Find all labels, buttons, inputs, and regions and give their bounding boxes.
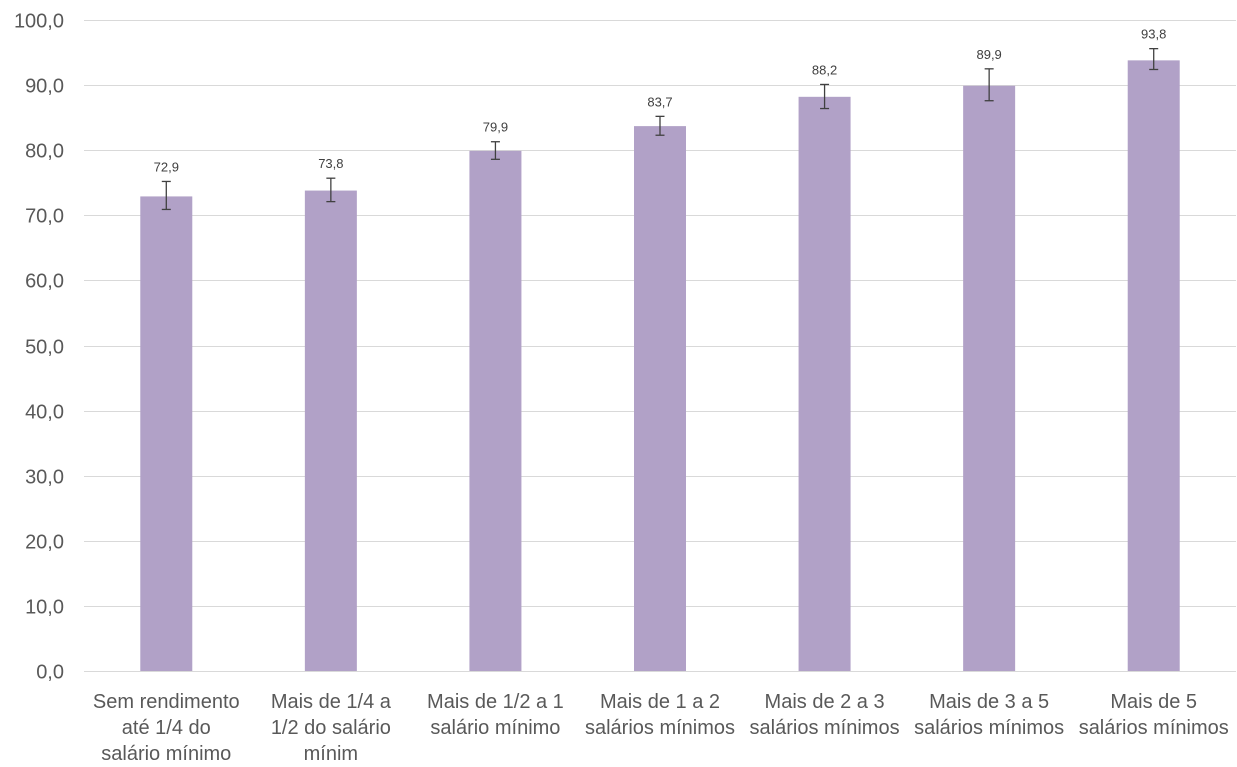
- bar: [304, 190, 357, 671]
- data-label: 72,9: [154, 159, 179, 174]
- bar: [634, 126, 686, 672]
- data-label: 93,8: [1141, 27, 1166, 42]
- data-label: 88,2: [812, 62, 837, 77]
- y-tick-label: 10,0: [25, 597, 64, 619]
- bar: [140, 196, 193, 671]
- x-tick-label: Mais de 1 a 2 salários mínimos: [585, 691, 735, 739]
- data-labels: 72,9 73,8 79,9 83,7 88,2 89,9 93,8: [154, 27, 1167, 175]
- x-tick-label: Mais de 1/4 a 1/2 do salário mínim: [271, 691, 392, 765]
- y-tick-label: 0,0: [36, 662, 64, 684]
- bar: [469, 150, 522, 671]
- y-tick-label: 60,0: [25, 271, 64, 293]
- y-tick-label: 40,0: [25, 402, 64, 424]
- y-tick-label: 70,0: [25, 206, 64, 228]
- error-bars: [161, 47, 1159, 211]
- bar: [798, 96, 851, 672]
- bars: [140, 60, 1180, 672]
- data-label: 73,8: [318, 156, 343, 171]
- x-tick-label: Mais de 1/2 a 1 salário mínimo: [427, 691, 564, 739]
- x-tick-label: Mais de 2 a 3 salários mínimos: [750, 691, 900, 739]
- y-tick-label: 100,0: [14, 11, 64, 33]
- bar: [963, 85, 1016, 672]
- y-tick-label: 80,0: [25, 141, 64, 163]
- y-tick-label: 20,0: [25, 532, 64, 554]
- x-tick-label: Mais de 3 a 5 salários mínimos: [914, 691, 1064, 739]
- data-label: 89,9: [976, 47, 1001, 62]
- x-tick-label: Sem rendimento até 1/4 do salário mínimo: [93, 691, 240, 765]
- y-tick-label: 30,0: [25, 467, 64, 489]
- x-axis-ticks: Sem rendimento até 1/4 do salário mínimo Ma…: [93, 691, 1229, 765]
- y-tick-label: 50,0: [25, 337, 64, 359]
- x-tick-label: Mais de 5 salários mínimos: [1079, 691, 1229, 739]
- data-label: 79,9: [483, 120, 508, 135]
- bar: [1127, 60, 1180, 671]
- y-axis-ticks: 0,0 10,0 20,0 30,0 40,0 50,0 60,0 70,0 80,0 90,0 1…: [14, 11, 64, 684]
- y-tick-label: 90,0: [25, 76, 64, 98]
- data-label: 83,7: [647, 94, 672, 109]
